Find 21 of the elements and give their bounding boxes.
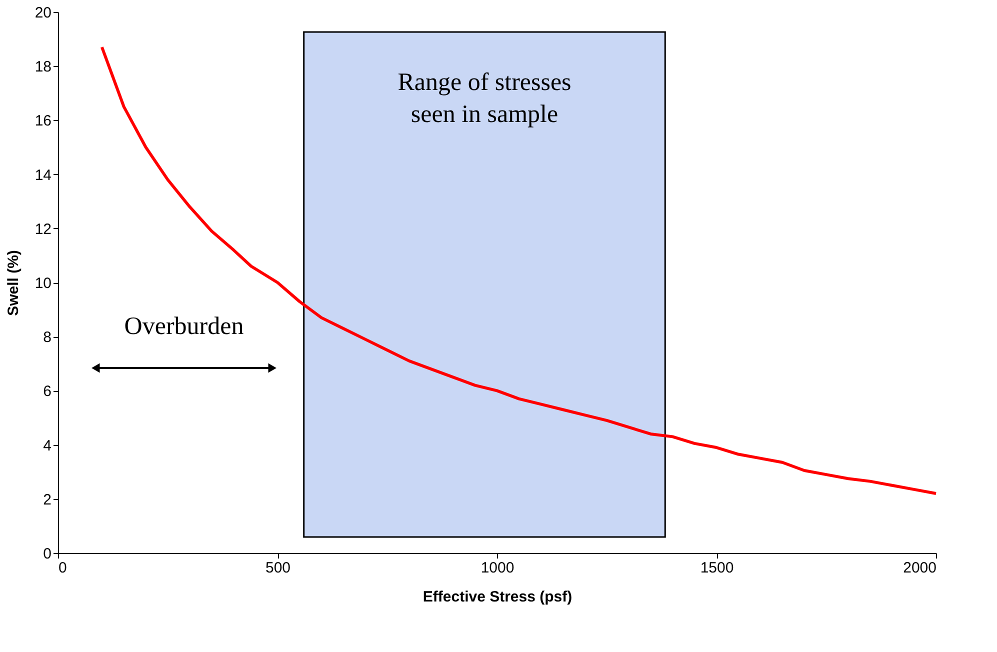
y-tick-label: 12 xyxy=(34,220,52,238)
y-tick-label: 0 xyxy=(43,546,52,562)
y-tick-label: 2 xyxy=(43,491,52,508)
x-tick-label: 1500 xyxy=(700,560,734,576)
y-tick-label: 20 xyxy=(34,4,52,22)
y-tick-label: 6 xyxy=(43,383,52,400)
y-tick-label: 14 xyxy=(34,166,52,184)
x-tick-label: 1000 xyxy=(480,560,514,576)
y-tick-label: 16 xyxy=(34,112,52,130)
x-axis-title: Effective Stress (psf) xyxy=(422,588,572,606)
y-axis-title: Swell (%) xyxy=(4,250,22,316)
y-tick-label: 18 xyxy=(34,58,52,76)
x-tick-label: 0 xyxy=(58,560,67,576)
annotation: Overburden xyxy=(124,312,244,340)
line-series xyxy=(100,46,938,495)
band-label: Range of stresses seen in sample xyxy=(398,69,572,128)
y-tick-label: 4 xyxy=(43,437,52,454)
x-tick-label: 2000 xyxy=(903,560,936,576)
x-tick-label: 500 xyxy=(265,560,291,576)
y-tick-label: 10 xyxy=(34,275,52,292)
y-tick-label: 8 xyxy=(43,329,52,346)
